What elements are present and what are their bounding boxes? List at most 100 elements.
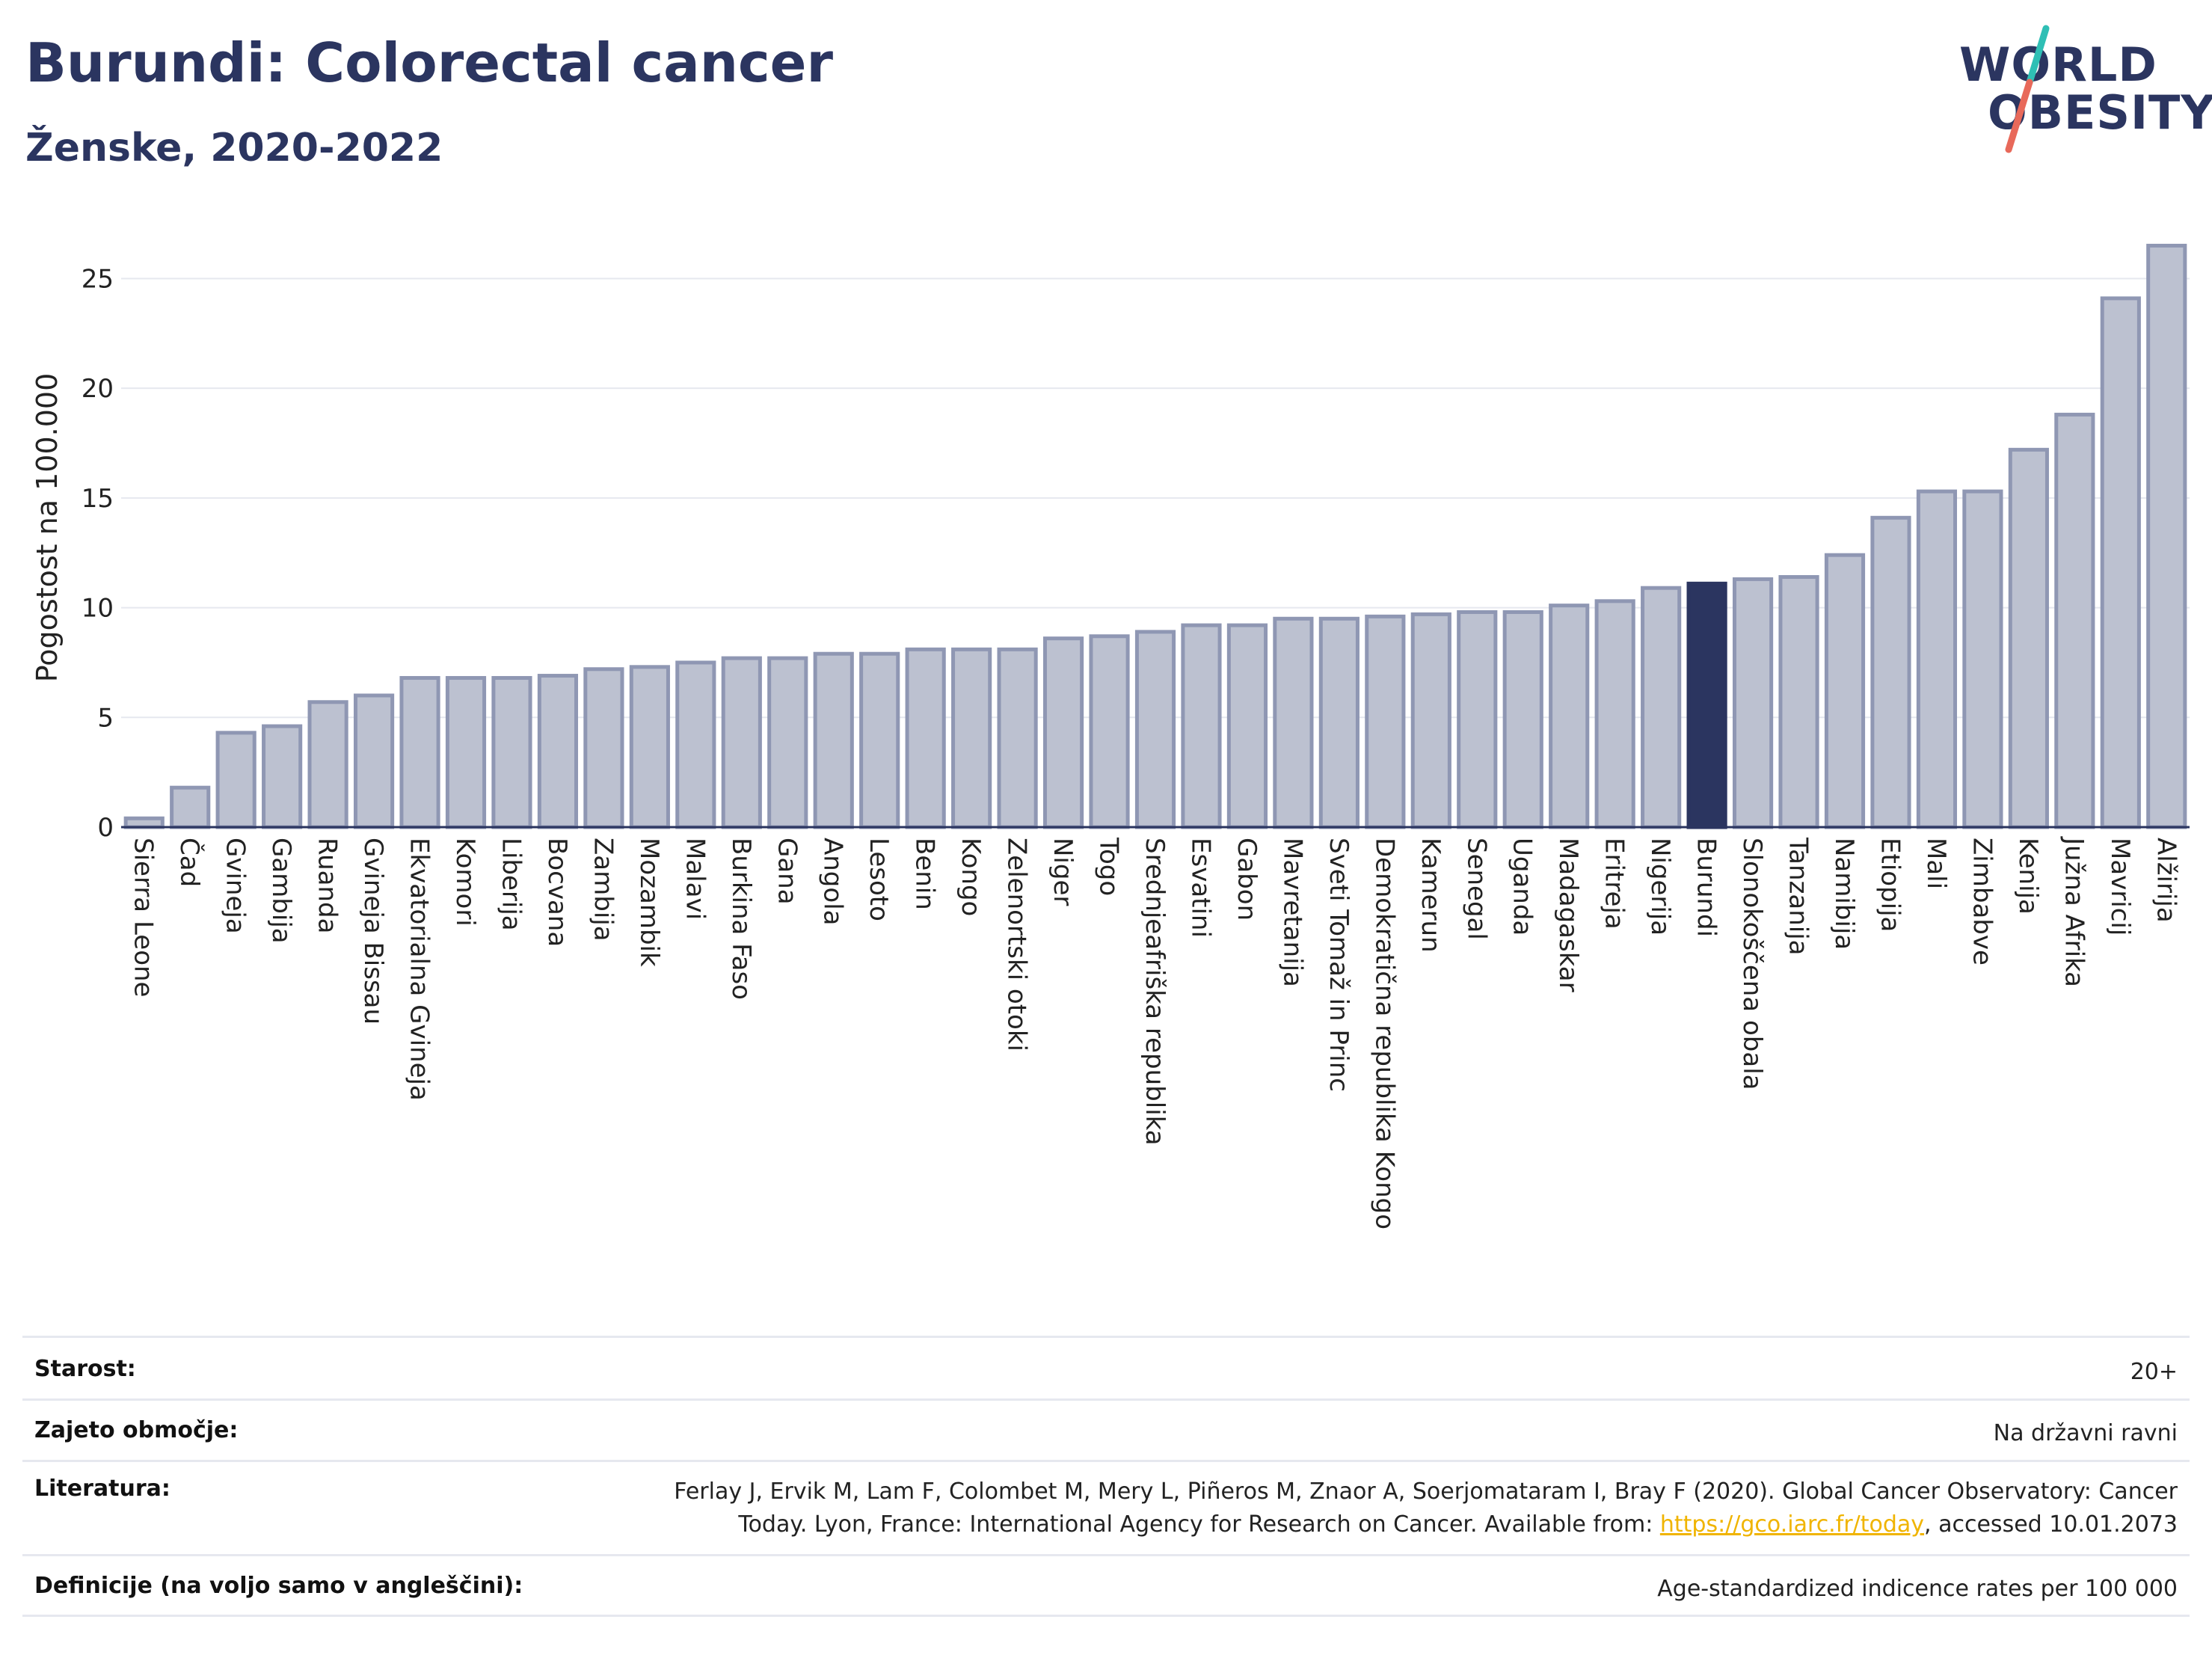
x-tick-label: Benin bbox=[910, 838, 940, 910]
x-tick-label: Togo bbox=[1094, 837, 1124, 896]
x-tick-label: Eritreja bbox=[1600, 838, 1629, 930]
x-tick-label: Burkina Faso bbox=[726, 838, 756, 1000]
page-title: Burundi: Colorectal cancer bbox=[25, 31, 833, 94]
x-tick-label: Burundi bbox=[1692, 838, 1721, 937]
bar bbox=[2008, 447, 2049, 829]
references-line-1: Ferlay J, Ervik M, Lam F, Colombet M, Me… bbox=[674, 1479, 2178, 1505]
meta-row-age: Starost: 20+ bbox=[22, 1336, 2190, 1398]
bar bbox=[491, 675, 532, 829]
coverage-label: Zajeto območje: bbox=[34, 1417, 239, 1443]
bar bbox=[1273, 616, 1314, 829]
references-link[interactable]: https://gco.iarc.fr/today bbox=[1659, 1511, 1925, 1538]
x-tick-label: Južna Afrika bbox=[2059, 836, 2089, 987]
x-tick-label: Ruanda bbox=[313, 838, 342, 933]
metadata-table: Starost: 20+ Zajeto območje: Na državni … bbox=[22, 1336, 2190, 1617]
bar-chart: 0 5 10 15 20 25 Pogostost na 100.000 Sierra Leo… bbox=[31, 243, 2190, 1229]
x-tick-label: Alžirija bbox=[2151, 838, 2181, 923]
meta-row-references: Literatura: Ferlay J, Ervik M, Lam F, Co… bbox=[22, 1460, 2190, 1554]
bar bbox=[813, 651, 854, 829]
x-tick-label: Niger bbox=[1048, 838, 1078, 906]
references-accessed: , accessed 10.01.2073 bbox=[1924, 1511, 2178, 1538]
bar bbox=[1226, 623, 1268, 829]
bar bbox=[2054, 412, 2095, 829]
logo-slash-icon bbox=[2005, 25, 2050, 153]
x-tick-label: Gabon bbox=[1232, 838, 1262, 921]
x-tick-label: Sierra Leone bbox=[129, 838, 159, 997]
y-tick-label: 25 bbox=[82, 264, 114, 294]
bar bbox=[1870, 515, 1911, 829]
definitions-value: Age-standardized indicence rates per 100… bbox=[1657, 1576, 2178, 1602]
x-tick-label: Uganda bbox=[1508, 838, 1537, 936]
y-tick-label: 5 bbox=[97, 703, 114, 733]
y-tick-label: 0 bbox=[97, 813, 114, 843]
x-tick-label: Čad bbox=[174, 838, 205, 887]
y-tick-label: 15 bbox=[82, 484, 114, 514]
page-subtitle: Ženske, 2020-2022 bbox=[25, 126, 443, 171]
x-tick-label: Zelenortski otoki bbox=[1002, 838, 1032, 1051]
x-tick-label: Gvineja bbox=[221, 838, 251, 934]
bar bbox=[399, 675, 440, 829]
x-tick-label: Mavretanija bbox=[1277, 838, 1307, 987]
x-tick-label: Lesoto bbox=[864, 838, 894, 921]
x-tick-label: Nigerija bbox=[1645, 838, 1675, 936]
bar bbox=[537, 674, 579, 829]
age-value: 20+ bbox=[2130, 1359, 2178, 1385]
x-tick-label: Gana bbox=[772, 838, 802, 905]
x-tick-label: Bocvana bbox=[542, 838, 572, 947]
bar bbox=[170, 785, 211, 829]
x-tick-label: Sveti Tomaž in Princ bbox=[1324, 838, 1354, 1092]
x-tick-label: Srednjeafriška republika bbox=[1140, 838, 1170, 1146]
bar bbox=[262, 724, 303, 829]
x-tick-label: Malavi bbox=[680, 838, 710, 920]
world-obesity-logo: WORLD OBESITY bbox=[1944, 22, 2212, 157]
bar bbox=[1732, 577, 1774, 829]
y-tick-label: 20 bbox=[82, 374, 114, 404]
x-tick-label: Ekvatorialna Gvineja bbox=[405, 838, 434, 1101]
bar bbox=[1181, 623, 1222, 829]
x-tick-label: Mali bbox=[1921, 838, 1951, 889]
x-tick-label: Mozambik bbox=[634, 838, 664, 967]
x-tick-label: Slonokoščena obala bbox=[1737, 838, 1767, 1090]
bar bbox=[1042, 636, 1084, 829]
bar bbox=[951, 647, 992, 829]
x-tick-label: Esvatini bbox=[1185, 838, 1215, 938]
definitions-label: Definicije (na voljo samo v angleščini): bbox=[34, 1573, 523, 1599]
x-tick-label: Zambija bbox=[588, 838, 618, 942]
bar bbox=[2100, 296, 2141, 829]
x-tick-label: Liberija bbox=[496, 838, 526, 931]
x-tick-label: Madagaskar bbox=[1553, 838, 1583, 992]
x-tick-label: Komori bbox=[450, 838, 480, 927]
bar bbox=[1502, 610, 1543, 829]
x-tick-label: Gvineja Bissau bbox=[358, 838, 388, 1025]
x-tick-label: Namibija bbox=[1829, 838, 1859, 950]
logo-line-1: WORLD bbox=[1959, 37, 2157, 92]
bar bbox=[1686, 581, 1727, 829]
x-tick-label: Kenija bbox=[2013, 838, 2043, 915]
bar bbox=[1778, 575, 1819, 829]
bar bbox=[2146, 243, 2187, 829]
meta-row-definitions: Definicije (na voljo samo v angleščini):… bbox=[22, 1554, 2190, 1617]
coverage-value: Na državni ravni bbox=[1993, 1420, 2178, 1446]
bar bbox=[675, 660, 716, 829]
references-label: Literatura: bbox=[34, 1476, 170, 1502]
bar bbox=[997, 647, 1038, 829]
x-tick-label: Kamerun bbox=[1416, 838, 1446, 953]
bar bbox=[123, 816, 165, 829]
bar bbox=[1318, 616, 1360, 829]
x-tick-label: Mavricij bbox=[2105, 838, 2135, 936]
bar bbox=[859, 651, 900, 829]
bar bbox=[629, 665, 670, 829]
bar bbox=[1824, 553, 1866, 829]
bar bbox=[1365, 614, 1406, 829]
bar bbox=[905, 647, 946, 829]
bar bbox=[1641, 586, 1682, 829]
bar bbox=[215, 731, 256, 829]
bar bbox=[767, 656, 808, 829]
bar bbox=[721, 656, 762, 829]
x-tick-label: Etiopija bbox=[1875, 838, 1905, 932]
bar bbox=[1457, 610, 1498, 829]
bar bbox=[1916, 489, 1958, 829]
y-tick-label: 10 bbox=[82, 594, 114, 624]
bar bbox=[1134, 630, 1176, 829]
x-tick-label: Kongo bbox=[956, 838, 986, 916]
